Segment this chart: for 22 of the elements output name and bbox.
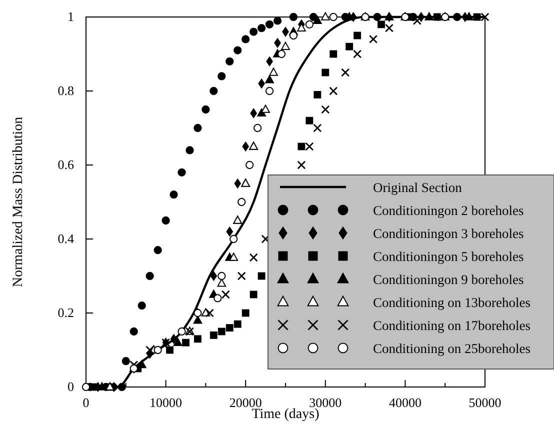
x-tick-label: 20000 <box>229 395 262 410</box>
legend-label: Conditioningon 2 boreholes <box>373 203 524 218</box>
x-tick-label: 10000 <box>150 395 182 410</box>
y-tick-label: 0.6 <box>58 157 74 172</box>
legend-label: Conditioning on 25boreholes <box>373 341 530 356</box>
y-tick-label: 1 <box>68 9 74 24</box>
legend-label: Conditioning on 13boreholes <box>373 295 530 310</box>
legend-label: Conditioning on 17boreholes <box>373 318 530 333</box>
y-tick-label: 0.2 <box>58 305 74 320</box>
y-tick-label: 0.8 <box>58 83 74 98</box>
x-tick-label: 40000 <box>388 395 422 410</box>
y-tick-label: 0 <box>68 379 74 394</box>
y-axis-title: Normalized Mass Distribution <box>11 116 26 288</box>
x-tick-label: 0 <box>82 395 90 410</box>
x-tick-label: 30000 <box>309 395 342 410</box>
x-axis-title: Time (days) <box>252 407 320 422</box>
y-tick-label: 0.4 <box>58 231 74 246</box>
legend-label: Conditioningon 3 boreholes <box>373 226 524 241</box>
legend-label: Conditioningon 5 boreholes <box>373 249 524 264</box>
legend-label: Original Section <box>373 180 462 195</box>
x-tick-label: 50000 <box>468 395 502 410</box>
legend-label: Conditioningon 9 boreholes <box>373 272 524 287</box>
